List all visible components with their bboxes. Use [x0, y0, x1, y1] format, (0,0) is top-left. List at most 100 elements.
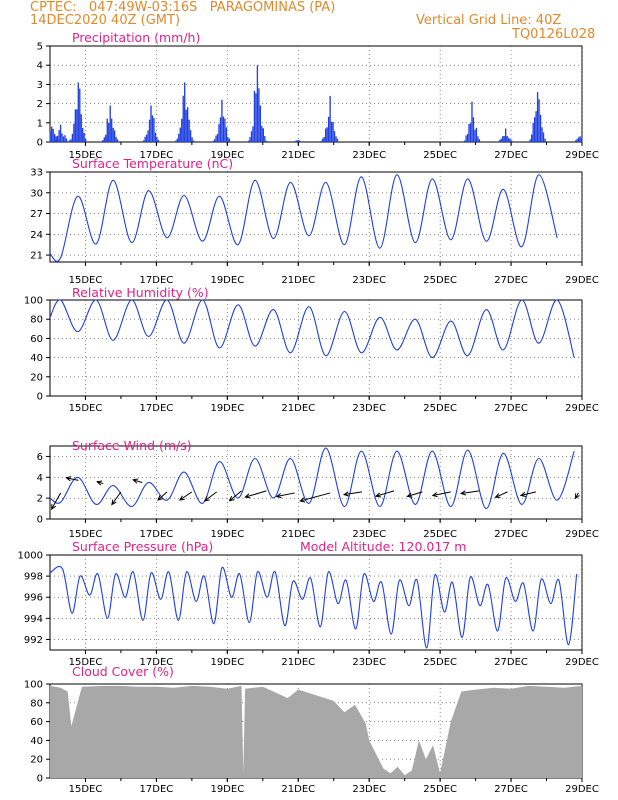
y-tick-label: 998	[24, 572, 43, 583]
precip-bar	[542, 132, 545, 142]
precip-bar	[112, 127, 114, 142]
precip-bar	[83, 132, 85, 142]
precip-bar	[299, 140, 301, 142]
precip-bar	[502, 136, 504, 142]
precip-bar	[531, 134, 533, 142]
x-tick-label: 21DEC	[281, 529, 315, 540]
precip-bar	[109, 105, 111, 142]
x-tick-label: 25DEC	[423, 784, 457, 795]
precip-bar	[330, 121, 333, 142]
precip-bar	[227, 136, 229, 142]
precip-bar	[80, 114, 82, 142]
wind-arrow-shaft	[461, 490, 480, 495]
x-tick-label: 15DEC	[69, 657, 103, 668]
y-tick-label: 100	[24, 680, 43, 691]
precip-bar	[500, 138, 502, 142]
precip-bar	[532, 122, 534, 142]
precip-bar	[536, 92, 539, 142]
wind-arrow-shaft	[157, 491, 168, 501]
precip-bar	[579, 136, 581, 142]
precip-bar	[471, 101, 473, 142]
x-tick-label: 25DEC	[423, 403, 457, 414]
x-tick-label: 15DEC	[69, 403, 103, 414]
wind-arrow-head	[275, 493, 282, 499]
precip-bar	[578, 137, 580, 142]
wind-arrow-shaft	[276, 492, 295, 498]
precip-bar	[147, 130, 149, 142]
y-tick-label: 5	[37, 42, 43, 53]
wind-arrow-head	[132, 478, 139, 484]
precip-bar	[505, 128, 507, 142]
y-tick-label: 80	[30, 698, 43, 709]
x-tick-label: 15DEC	[69, 150, 103, 161]
precip-bar	[55, 136, 57, 142]
precip-bar	[156, 136, 158, 142]
precip-bar	[218, 124, 220, 142]
x-tick-label: 25DEC	[423, 275, 457, 286]
y-tick-label: 4	[37, 61, 43, 72]
header-date: 14DEC2020 40Z (GMT)	[30, 13, 181, 28]
precip-bar	[539, 114, 542, 142]
precip-bar	[53, 139, 56, 142]
precip-bar	[215, 135, 217, 142]
x-tick-label: 15DEC	[69, 529, 103, 540]
precip-bar	[506, 135, 508, 142]
wind-arrow-shaft	[520, 491, 537, 496]
precip-bar	[224, 118, 226, 142]
precip-bar	[259, 105, 262, 142]
x-tick-label: 23DEC	[352, 150, 386, 161]
x-tick-label: 17DEC	[140, 657, 174, 668]
wind-arrow-head	[459, 490, 467, 496]
precip-bar	[247, 140, 250, 142]
precip-bar	[108, 122, 110, 142]
wind-arrow-shaft	[495, 491, 508, 498]
y-tick-label: 1	[37, 118, 43, 129]
precip-bar	[265, 140, 267, 142]
wind-arrow-shaft	[432, 491, 451, 496]
y-tick-label: 0	[37, 774, 43, 785]
x-tick-label: 23DEC	[352, 275, 386, 286]
precip-bar	[468, 123, 470, 142]
x-tick-label: 27DEC	[494, 784, 528, 795]
precip-bar	[142, 140, 145, 142]
wind-arrow-shaft	[375, 490, 395, 497]
precip-bar	[56, 135, 59, 142]
precip-bar	[261, 125, 263, 142]
precip-bar	[213, 139, 216, 142]
x-tick-label: 27DEC	[494, 150, 528, 161]
precip-bar	[52, 129, 54, 142]
x-tick-label: 19DEC	[210, 403, 244, 414]
x-tick-label: 17DEC	[140, 529, 174, 540]
x-tick-label: 19DEC	[210, 275, 244, 286]
precip-bar	[53, 134, 56, 142]
x-tick-label: 19DEC	[210, 529, 244, 540]
precip-bar	[52, 140, 54, 142]
x-tick-label: 21DEC	[281, 275, 315, 286]
x-tick-label: 15DEC	[69, 784, 103, 795]
y-tick-label: 60	[30, 334, 43, 345]
x-tick-label: 23DEC	[352, 657, 386, 668]
precip-bar	[62, 136, 65, 142]
x-tick-label: 23DEC	[352, 403, 386, 414]
y-tick-label: 100	[24, 296, 43, 307]
precip-bar	[189, 130, 192, 142]
y-tick-label: 2	[37, 494, 43, 505]
y-tick-label: 27	[30, 209, 43, 220]
precip-bar	[474, 129, 476, 142]
precip-bar	[192, 140, 195, 142]
precip-bar	[533, 117, 536, 142]
y-tick-label: 40	[30, 353, 43, 364]
precip-bar	[191, 137, 193, 142]
precip-bar	[188, 119, 190, 142]
wind-arrow-head	[111, 499, 117, 506]
x-tick-label: 23DEC	[352, 784, 386, 795]
precip-bar	[186, 107, 189, 142]
wind-arrow-shaft	[66, 477, 79, 481]
x-tick-label: 21DEC	[281, 403, 315, 414]
y-tick-label: 30	[30, 188, 43, 199]
wind-arrow-shaft	[300, 492, 331, 502]
precip-bar	[185, 109, 187, 142]
precip-bar	[253, 90, 256, 142]
precip-bar	[212, 141, 214, 142]
